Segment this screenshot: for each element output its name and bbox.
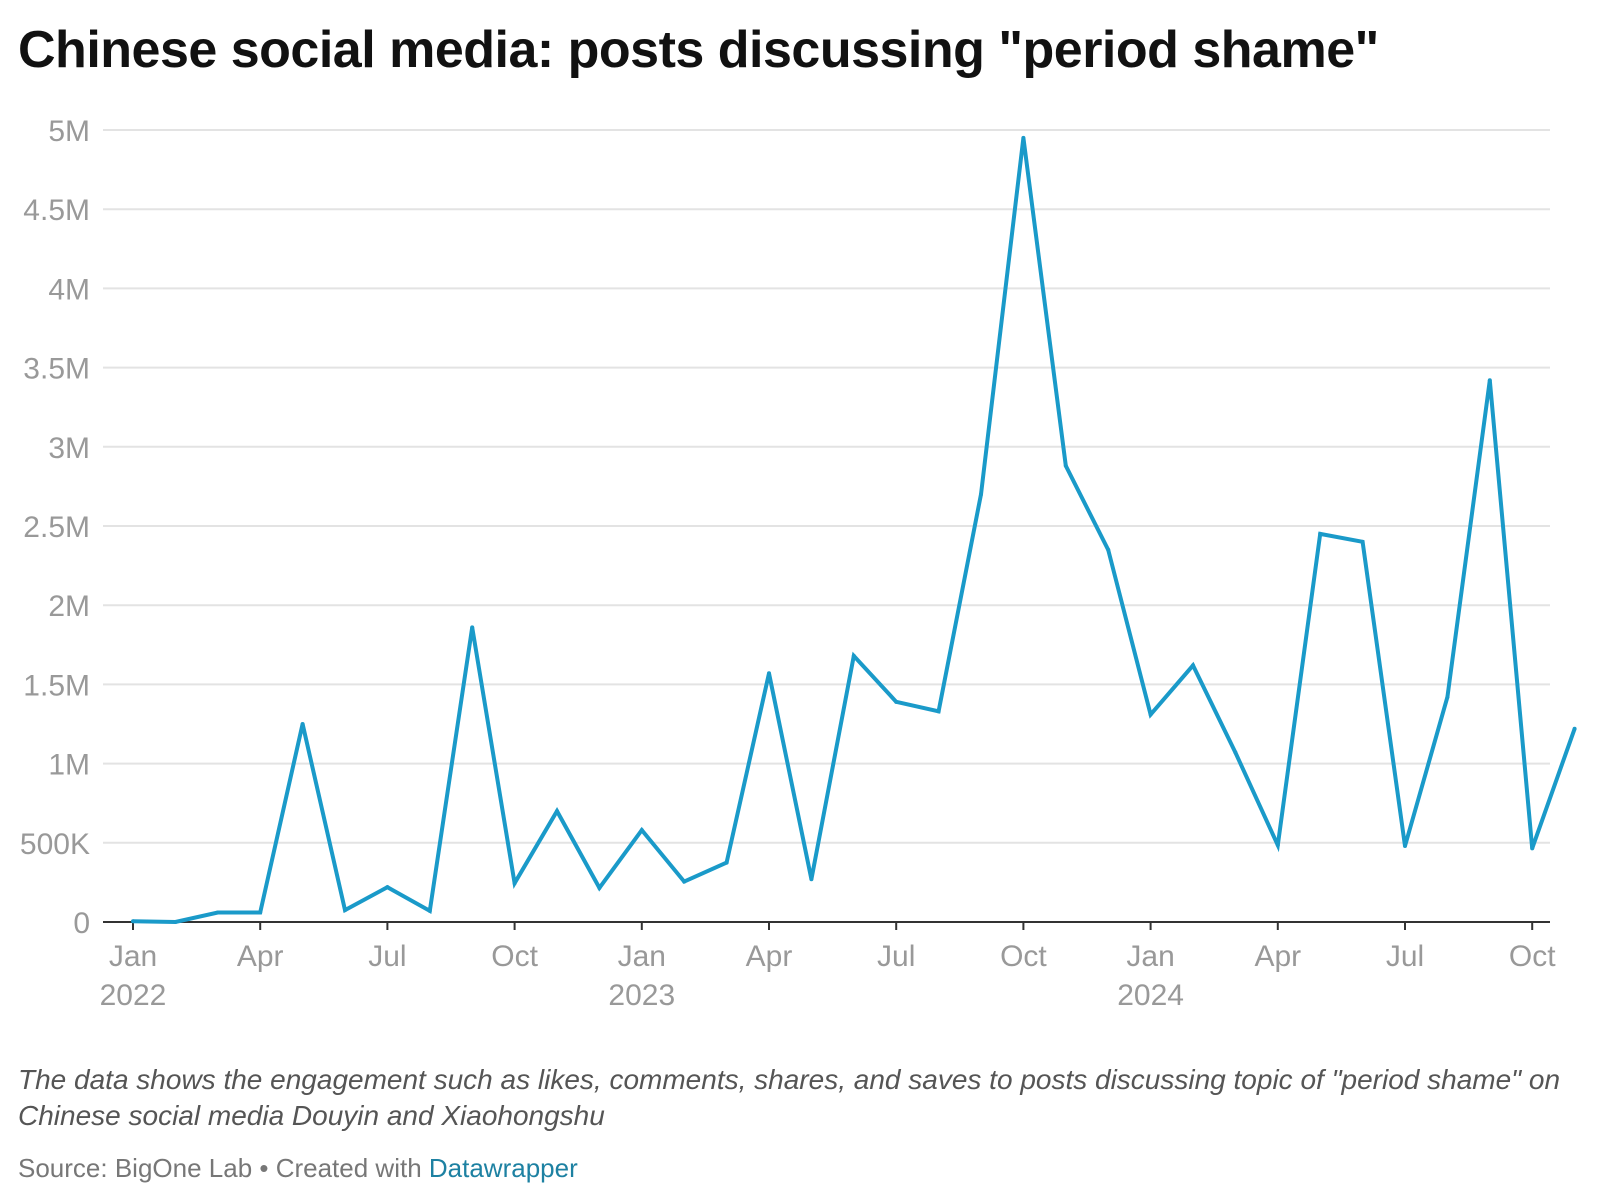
datawrapper-link[interactable]: Datawrapper [428,1153,578,1183]
data-point [894,699,899,704]
x-tick-label: Apr [746,940,793,973]
data-point [1572,726,1577,731]
data-point [1021,135,1026,140]
grid-lines [103,129,1550,844]
series-points [131,135,1577,924]
data-point [385,885,390,890]
x-tick-year-label: 2022 [100,979,167,1012]
line-chart: 0 500K 1M 1.5M 2M 2.5M 3M 3.5M 4M 4.5M 5M Jan 2022 A… [20,115,1577,1012]
data-point [682,879,687,884]
y-tick-label: 4M [48,273,90,306]
data-point [1106,547,1111,552]
x-tick-label: Oct [1000,940,1047,973]
y-tick-label: 2M [48,590,90,623]
x-tick-label: Jul [877,940,915,973]
x-tick-label: Apr [237,940,284,973]
data-point [639,828,644,833]
x-tick-label: Jan [109,940,157,973]
y-axis-tick-labels: 0 500K 1M 1.5M 2M 2.5M 3M 3.5M 4M 4.5M 5M [20,115,90,940]
y-tick-label: 1M [48,749,90,782]
y-tick-label: 3.5M [23,353,90,386]
data-point [470,625,475,630]
data-point [258,910,263,915]
data-point [851,653,856,658]
chart-note: The data shows the engagement such as li… [18,1064,1561,1131]
data-point [300,722,305,726]
y-tick-label: 5M [48,115,90,148]
data-point [1275,843,1280,848]
chart-title: Chinese social media: posts discussing "… [18,21,1379,79]
data-point [343,908,347,913]
x-tick-label: Jan [618,940,666,973]
y-tick-label: 3M [48,432,90,465]
series-line [132,137,1577,925]
y-tick-label: 500K [20,828,90,861]
data-point [173,920,178,924]
data-point [936,709,941,714]
source-text: Source: BigOne Lab • Created with [18,1153,429,1183]
data-point [809,877,814,882]
data-point [1318,531,1323,536]
x-tick-label: Jul [1386,940,1424,973]
x-tick-label: Jul [368,940,406,973]
data-point [427,908,432,913]
data-point [1403,843,1407,848]
x-tick-label: Oct [491,940,538,973]
source-line: Source: BigOne Lab • Created with Datawr… [18,1153,578,1184]
data-point [1191,663,1195,668]
x-tick-label: Jan [1126,940,1174,973]
data-point [1063,463,1068,468]
y-tick-label: 1.5M [23,669,90,702]
x-tick-year-label: 2024 [1117,979,1184,1012]
data-point [131,919,135,924]
y-tick-label: 0 [73,907,90,940]
data-point [724,860,729,865]
data-point [1487,378,1492,383]
y-tick-label: 4.5M [23,194,90,227]
data-point [215,910,220,915]
y-tick-label: 2.5M [23,511,90,544]
data-point [1530,846,1535,851]
data-point [512,881,517,886]
data-point [1445,695,1450,700]
x-tick-label: Oct [1509,940,1556,973]
data-point [555,809,559,814]
x-axis-ticks: Jan 2022 Apr Jul Oct Jan 2023 Apr Jul Oct Jan 2024 A… [100,922,1556,1012]
x-tick-year-label: 2023 [608,979,675,1012]
data-point [597,885,602,890]
data-point [1360,539,1365,544]
data-point [1233,750,1238,755]
data-point [1148,712,1153,717]
data-point [767,671,771,676]
data-point [979,492,983,497]
x-tick-label: Apr [1254,940,1301,973]
